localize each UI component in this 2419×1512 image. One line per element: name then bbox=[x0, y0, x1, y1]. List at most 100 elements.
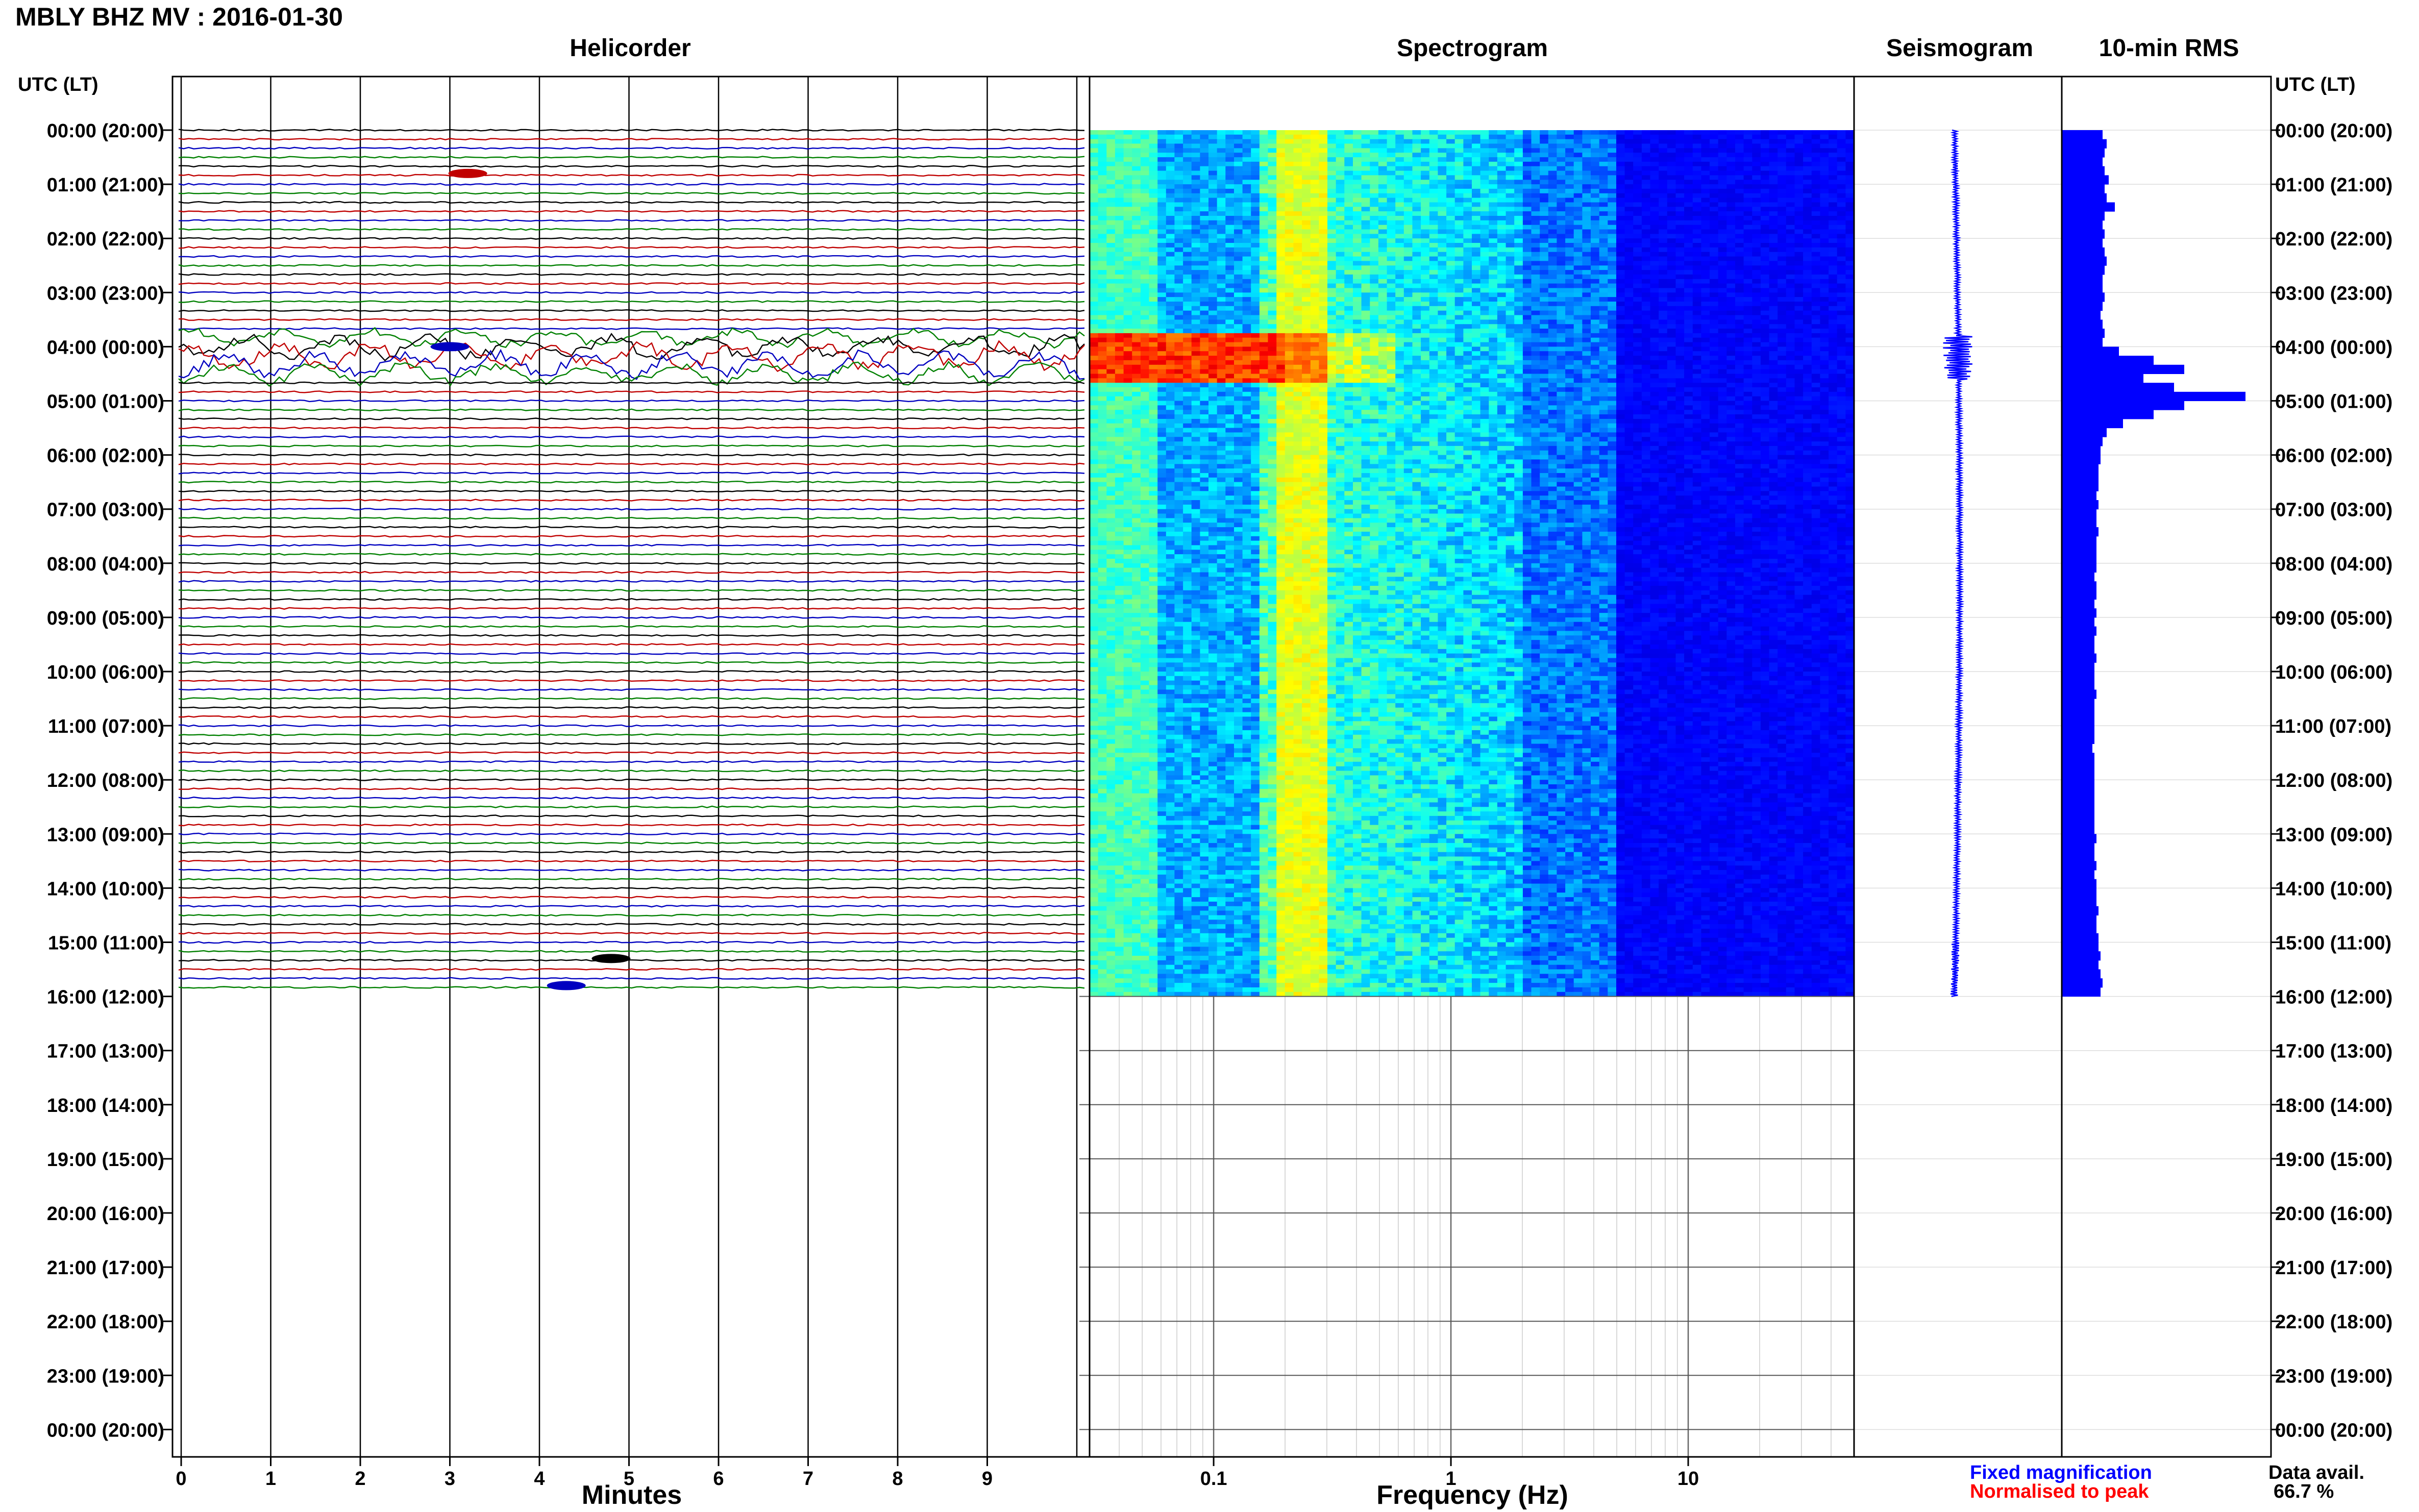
time-axis-label-right: UTC (LT) bbox=[2275, 74, 2356, 95]
helicorder-trace bbox=[178, 327, 1085, 330]
helicorder-trace bbox=[178, 616, 1085, 619]
helicorder-trace bbox=[178, 670, 1085, 673]
helicorder-trace bbox=[178, 968, 1085, 971]
time-tick-left: 03:00 (23:00) bbox=[47, 283, 164, 304]
helicorder-trace bbox=[178, 571, 1085, 574]
rms-bar bbox=[2062, 563, 2096, 573]
time-tick-left: 23:00 (19:00) bbox=[47, 1366, 164, 1387]
rms-bar bbox=[2062, 238, 2103, 248]
time-tick-right: 01:00 (21:00) bbox=[2275, 175, 2392, 196]
helicorder-trace bbox=[178, 444, 1085, 448]
time-tick-left: 18:00 (14:00) bbox=[47, 1095, 164, 1117]
rms-bar bbox=[2062, 699, 2094, 708]
rms-bar bbox=[2062, 527, 2099, 537]
helicorder-trace bbox=[178, 156, 1085, 159]
rms-bar bbox=[2062, 870, 2094, 880]
helicorder-trace bbox=[178, 760, 1085, 763]
time-tick-right: 03:00 (23:00) bbox=[2275, 283, 2392, 304]
time-tick-left: 17:00 (13:00) bbox=[47, 1041, 164, 1062]
rms-bar bbox=[2062, 761, 2094, 771]
helicorder-trace bbox=[178, 589, 1085, 592]
helicorder-trace bbox=[178, 869, 1085, 872]
helicorder-trace bbox=[178, 896, 1085, 899]
helicorder-trace bbox=[178, 905, 1085, 908]
helicorder-trace bbox=[178, 300, 1085, 303]
rms-bar bbox=[2062, 482, 2099, 491]
helicorder-trace bbox=[178, 796, 1085, 800]
rms-bar bbox=[2062, 473, 2099, 483]
rms-bar bbox=[2062, 401, 2184, 410]
rms-bar bbox=[2062, 292, 2105, 302]
rms-bar bbox=[2062, 356, 2154, 365]
helicorder-trace bbox=[178, 462, 1085, 466]
helicorder-trace bbox=[178, 823, 1085, 827]
helicorder-x-tick: 8 bbox=[892, 1468, 903, 1490]
time-tick-left: 12:00 (08:00) bbox=[47, 770, 164, 791]
rms-bar bbox=[2062, 599, 2094, 609]
time-tick-right: 06:00 (02:00) bbox=[2275, 445, 2392, 467]
helicorder-trace bbox=[178, 137, 1085, 141]
helicorder-trace bbox=[178, 751, 1085, 754]
data-avail-value: 66.7 % bbox=[2274, 1481, 2334, 1502]
rms-bar bbox=[2062, 843, 2094, 853]
helicorder-trace bbox=[178, 507, 1085, 511]
helicorder-trace bbox=[178, 309, 1085, 312]
helicorder-panel bbox=[178, 77, 1085, 1457]
legend-normalised-to-peak: Normalised to peak bbox=[1970, 1481, 2149, 1502]
rms-bar bbox=[2062, 978, 2103, 988]
rms-bar bbox=[2062, 445, 2101, 456]
helicorder-trace bbox=[178, 526, 1085, 529]
helicorder-trace bbox=[178, 805, 1085, 808]
helicorder-trace bbox=[178, 643, 1085, 646]
rms-frame bbox=[2061, 76, 2272, 1458]
page-title: MBLY BHZ MV : 2016-01-30 bbox=[15, 3, 343, 31]
rms-panel bbox=[2062, 130, 2271, 1430]
helicorder-trace bbox=[178, 562, 1085, 565]
time-tick-left: 00:00 (20:00) bbox=[47, 120, 164, 142]
spectrogram-x-label: Frequency (Hz) bbox=[1376, 1480, 1568, 1510]
helicorder-trace bbox=[178, 543, 1085, 547]
rms-bar bbox=[2062, 680, 2094, 690]
rms-bar bbox=[2062, 554, 2096, 564]
rms-bar bbox=[2062, 726, 2094, 735]
rms-bar bbox=[2062, 175, 2109, 185]
rms-bar bbox=[2062, 337, 2103, 347]
spectrogram-title: Spectrogram bbox=[1397, 35, 1548, 62]
rms-bar bbox=[2062, 518, 2096, 528]
time-tick-right: 19:00 (15:00) bbox=[2275, 1149, 2392, 1171]
rms-bar bbox=[2062, 274, 2103, 284]
rms-bar bbox=[2062, 229, 2105, 239]
rms-bar bbox=[2062, 383, 2174, 392]
helicorder-trace bbox=[178, 986, 1085, 989]
helicorder-trace bbox=[178, 607, 1085, 610]
spectrogram-x-ticks: 0.1 1 10 bbox=[1200, 1457, 1699, 1490]
rms-bar bbox=[2062, 861, 2096, 871]
time-tick-right: 14:00 (10:00) bbox=[2275, 878, 2392, 900]
time-tick-right: 12:00 (08:00) bbox=[2275, 770, 2392, 791]
rms-bar bbox=[2062, 924, 2096, 934]
time-tick-right: 02:00 (22:00) bbox=[2275, 229, 2392, 250]
helicorder-trace bbox=[178, 472, 1085, 475]
rms-bar bbox=[2062, 139, 2107, 148]
time-tick-left: 21:00 (17:00) bbox=[47, 1257, 164, 1279]
helicorder-trace bbox=[178, 173, 1085, 177]
helicorder-trace bbox=[178, 950, 1085, 953]
helicorder-trace bbox=[178, 886, 1085, 890]
helicorder-x-tick: 5 bbox=[624, 1468, 634, 1490]
helicorder-trace bbox=[178, 625, 1085, 628]
rms-bar bbox=[2062, 933, 2099, 943]
time-axis-label-left: UTC (LT) bbox=[18, 74, 98, 95]
rms-bar bbox=[2062, 888, 2096, 898]
helicorder-trace bbox=[178, 426, 1085, 430]
time-tick-left: 01:00 (21:00) bbox=[47, 175, 164, 196]
rms-bar bbox=[2062, 662, 2094, 672]
helicorder-x-tick: 4 bbox=[534, 1468, 545, 1490]
helicorder-trace bbox=[178, 360, 1085, 387]
time-tick-right: 08:00 (04:00) bbox=[2275, 554, 2392, 575]
rms-bar bbox=[2062, 734, 2094, 744]
rms-bar bbox=[2062, 897, 2096, 907]
rms-bar bbox=[2062, 572, 2094, 582]
helicorder-trace bbox=[178, 959, 1085, 962]
rms-bar bbox=[2062, 915, 2096, 925]
helicorder-trace bbox=[178, 977, 1085, 980]
